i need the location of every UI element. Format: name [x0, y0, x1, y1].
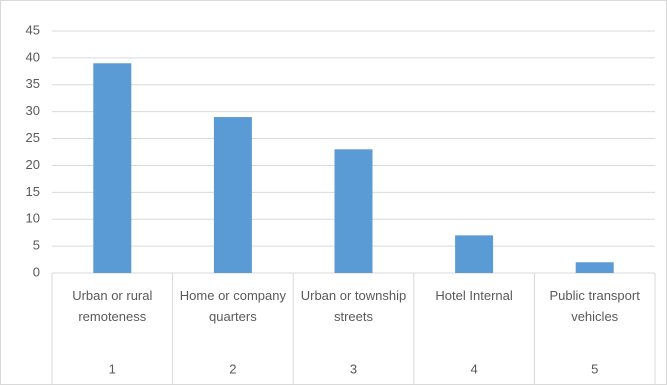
x-tick-number: 2 — [229, 361, 236, 376]
y-tick-label: 10 — [26, 211, 40, 226]
x-tick-label: Urban or rural remoteness — [72, 288, 153, 324]
y-tick-label: 5 — [33, 238, 40, 253]
x-tick-label: Urban or township streets — [300, 288, 407, 324]
y-tick-label: 25 — [26, 130, 40, 145]
x-tick-number: 1 — [109, 361, 116, 376]
x-tick-number: 5 — [591, 361, 598, 376]
y-tick-label: 30 — [26, 103, 40, 118]
bar — [455, 235, 494, 273]
bar — [334, 149, 373, 273]
bar — [575, 262, 614, 273]
y-tick-label: 20 — [26, 157, 40, 172]
x-tick-label: Public transport vehicles — [549, 288, 640, 324]
y-tick-label: 40 — [26, 49, 40, 64]
x-tick-number: 4 — [470, 361, 477, 376]
y-tick-label: 0 — [33, 264, 40, 279]
x-tick-label: Home or company quarters — [179, 288, 286, 324]
y-tick-label: 45 — [26, 22, 40, 37]
y-tick-label: 15 — [26, 184, 40, 199]
bar — [93, 63, 132, 274]
x-tick-number: 3 — [350, 361, 357, 376]
y-tick-label: 35 — [26, 76, 40, 91]
bar — [213, 117, 252, 274]
x-tick-label: Hotel Internal — [435, 288, 513, 303]
